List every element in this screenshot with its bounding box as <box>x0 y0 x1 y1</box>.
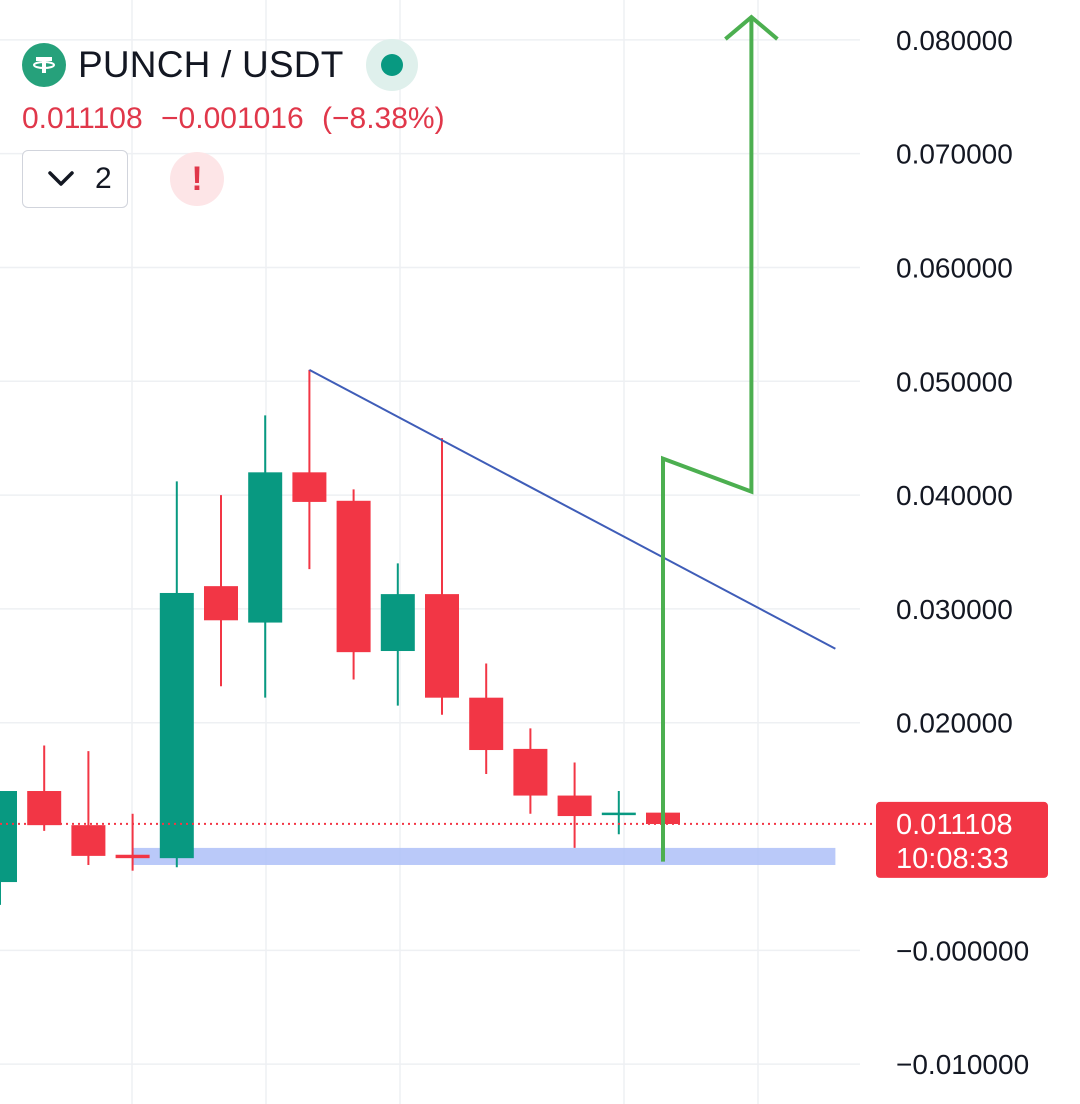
current-price-label-bg <box>876 801 1048 878</box>
price-axis[interactable]: 0.080000 0.070000 0.060000 0.050000 0.040000… <box>896 25 1029 1080</box>
market-open-dot <box>380 54 403 76</box>
market-status-icon[interactable] <box>365 39 418 91</box>
support-zone <box>132 847 836 865</box>
projection-arrow <box>661 17 754 862</box>
candle-body <box>71 825 106 856</box>
price-axis-tick-label: −0.010000 <box>896 1049 1029 1080</box>
chart-grid <box>0 0 860 1104</box>
tether-logo-icon <box>22 43 66 87</box>
candle-body <box>336 500 371 653</box>
candle-body <box>0 791 17 883</box>
price-axis-tick-label: −0.000000 <box>896 935 1029 966</box>
candle-body <box>204 586 238 621</box>
symbol-row: PUNCH / USDT <box>22 39 455 91</box>
candle-body <box>159 592 194 859</box>
data-problem-alert-icon[interactable]: ! <box>170 152 224 206</box>
symbol-title[interactable]: PUNCH / USDT <box>78 44 344 85</box>
candle-body <box>601 812 636 816</box>
price-axis-tick-label: 0.020000 <box>896 708 1013 739</box>
symbol-legend: PUNCH / USDT 0.011108 −0.001016 (−8.38%)… <box>22 39 455 208</box>
price-change-percent: (−8.38%) <box>322 102 445 135</box>
chevron-down-icon <box>48 171 74 186</box>
price-axis-tick-label: 0.030000 <box>896 594 1013 625</box>
price-axis-tick-label: 0.060000 <box>896 252 1013 283</box>
candle-body <box>469 697 504 751</box>
candle-body <box>27 791 62 826</box>
candle-body <box>557 795 592 817</box>
legend-controls: 2 ! <box>22 150 455 208</box>
candle-body <box>292 472 327 502</box>
support-zone-layer <box>132 847 836 865</box>
drawings-layer <box>0 14 876 862</box>
price-axis-tick-label: 0.080000 <box>896 25 1013 56</box>
candle-body <box>425 594 459 698</box>
candle-countdown: 10:08:33 <box>896 843 1009 875</box>
descending-trendline <box>308 369 836 650</box>
candle-body <box>248 472 283 623</box>
price-change: −0.001016 <box>161 102 304 135</box>
price-axis-tick-label: 0.040000 <box>896 480 1013 511</box>
candles-layer <box>0 369 680 905</box>
price-axis-tick-label: 0.070000 <box>896 139 1013 170</box>
indicators-collapse-button[interactable]: 2 <box>22 150 128 208</box>
price-change-row: 0.011108 −0.001016 (−8.38%) <box>22 102 455 136</box>
price-axis-tick-label: 0.050000 <box>896 366 1013 397</box>
candle-body <box>380 594 415 652</box>
indicators-count: 2 <box>95 162 112 195</box>
candle-body <box>115 854 150 859</box>
candle-body <box>513 748 548 796</box>
projection-arrow-head <box>724 14 779 41</box>
last-price: 0.011108 <box>22 102 143 135</box>
current-price-value: 0.011108 <box>896 809 1013 841</box>
current-price-label: 0.011108 10:08:33 <box>876 801 1048 878</box>
